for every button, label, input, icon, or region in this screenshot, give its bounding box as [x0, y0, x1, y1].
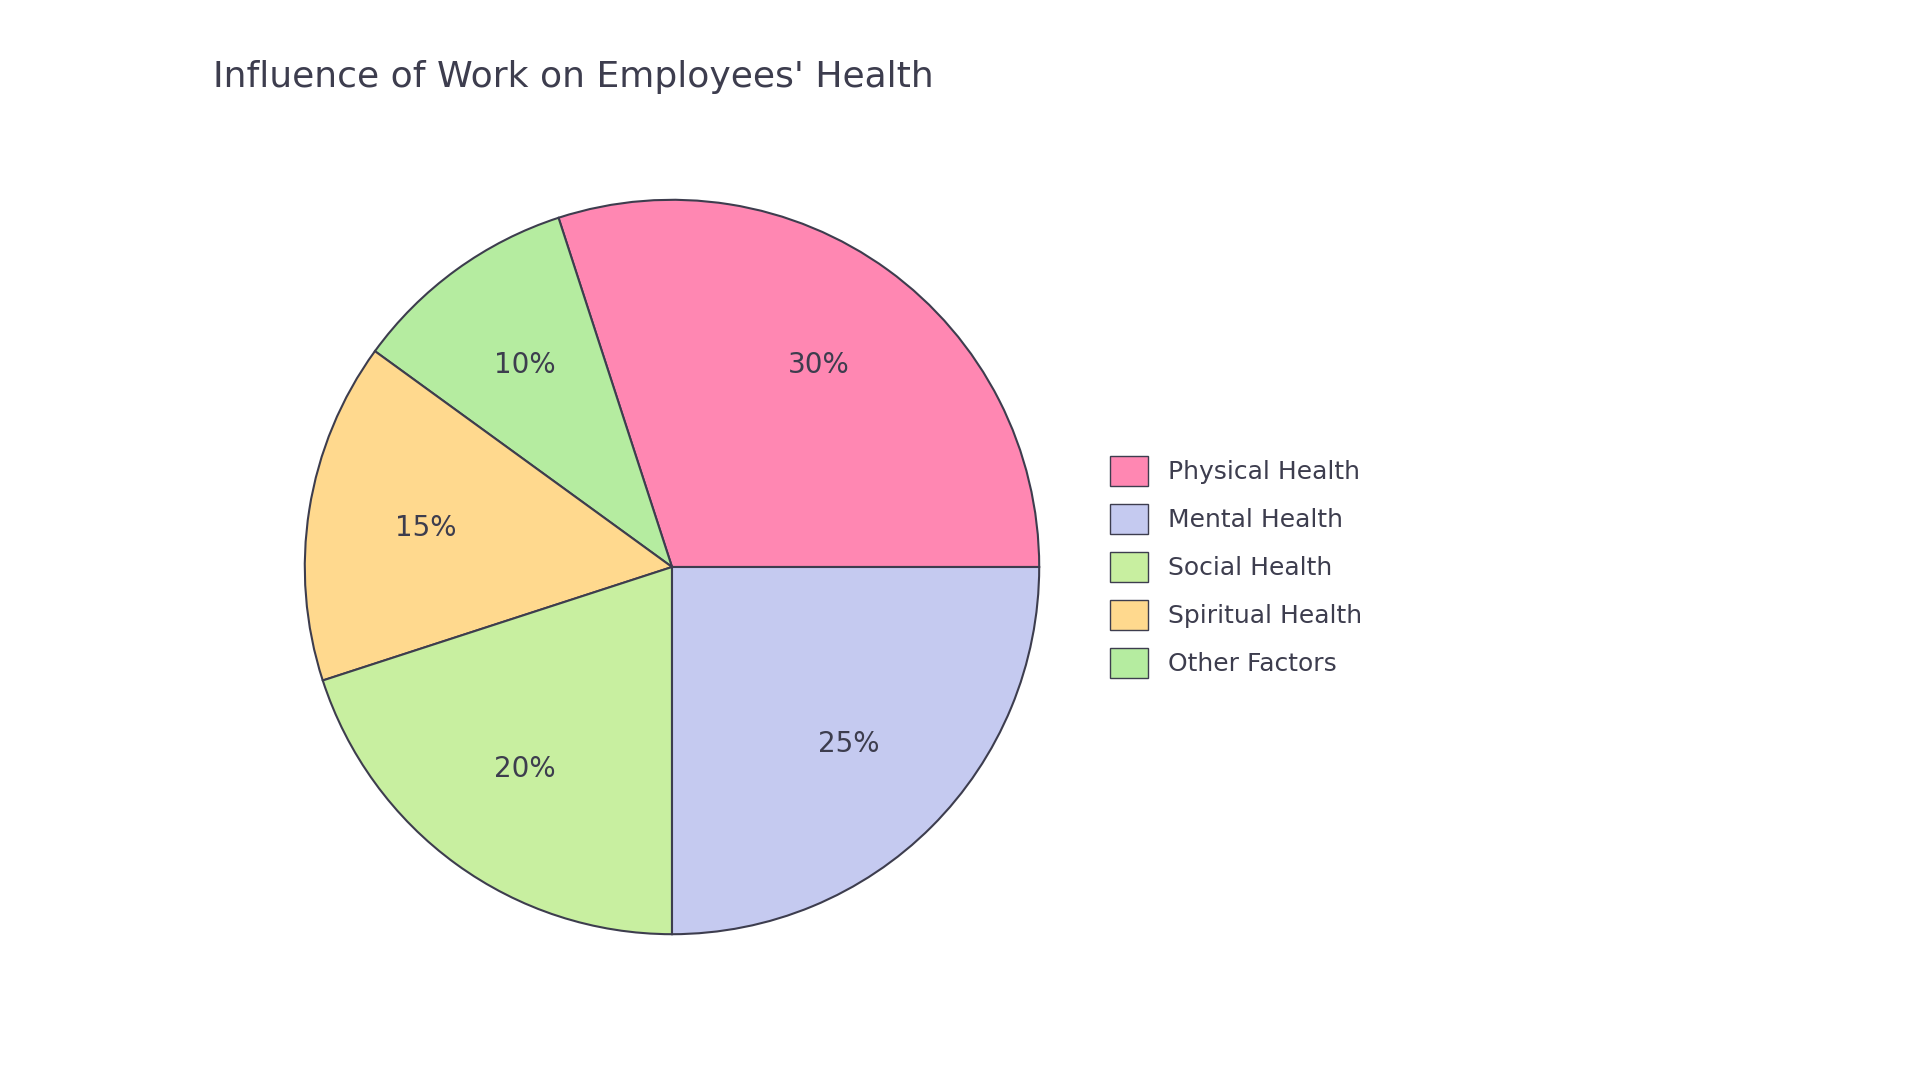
Wedge shape	[559, 200, 1039, 567]
Text: 20%: 20%	[495, 755, 557, 783]
Text: 10%: 10%	[495, 351, 557, 379]
Text: 30%: 30%	[787, 351, 851, 379]
Text: Influence of Work on Employees' Health: Influence of Work on Employees' Health	[213, 60, 933, 94]
Legend: Physical Health, Mental Health, Social Health, Spiritual Health, Other Factors: Physical Health, Mental Health, Social H…	[1098, 443, 1375, 691]
Wedge shape	[305, 351, 672, 680]
Wedge shape	[672, 567, 1039, 934]
Text: 15%: 15%	[396, 514, 457, 542]
Wedge shape	[374, 218, 672, 567]
Text: 25%: 25%	[818, 730, 879, 757]
Wedge shape	[323, 567, 672, 934]
